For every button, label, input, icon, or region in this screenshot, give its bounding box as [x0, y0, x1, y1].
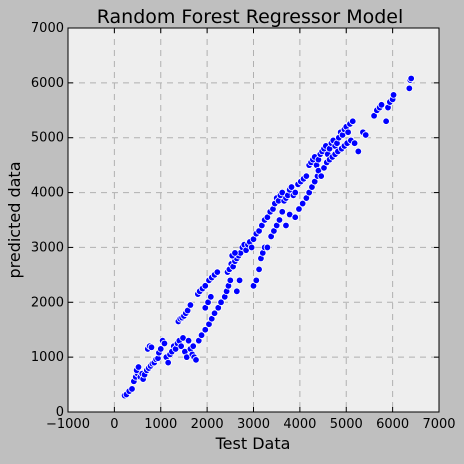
data-point — [298, 199, 307, 208]
y-tick-label: 3000 — [31, 240, 64, 255]
y-tick-label: 7000 — [31, 21, 64, 36]
x-tick-label: 6000 — [376, 417, 409, 432]
data-point — [354, 147, 363, 156]
data-point — [362, 131, 370, 139]
data-point — [344, 128, 352, 136]
chart-title: Random Forest Regressor Model — [97, 6, 404, 28]
data-point — [210, 309, 219, 317]
data-point — [231, 249, 239, 257]
data-point — [197, 331, 206, 339]
data-point — [134, 363, 143, 371]
data-points — [120, 74, 415, 400]
data-point — [275, 216, 284, 224]
y-tick-label: 5000 — [31, 131, 64, 146]
x-tick-label: 2000 — [191, 417, 224, 432]
data-point — [278, 208, 286, 216]
x-tick-label: 0 — [110, 417, 118, 432]
data-point — [389, 91, 398, 99]
data-point — [186, 301, 195, 309]
x-tick-label: −1000 — [46, 417, 90, 432]
x-tick-label: 7000 — [422, 417, 455, 432]
x-tick-label: 3000 — [237, 417, 270, 432]
data-point — [157, 345, 165, 353]
data-point — [295, 205, 303, 213]
y-tick-label: 0 — [56, 405, 64, 420]
data-point — [287, 183, 296, 191]
x-tick-label: 4000 — [283, 417, 316, 432]
data-point — [291, 188, 299, 197]
data-point — [255, 265, 263, 274]
data-point — [382, 117, 390, 125]
y-tick-label: 6000 — [31, 76, 64, 91]
data-point — [247, 243, 256, 252]
data-point — [160, 339, 169, 348]
data-point — [317, 172, 325, 180]
data-point — [213, 268, 222, 276]
data-point — [233, 287, 241, 296]
data-point — [291, 213, 299, 221]
data-point — [252, 276, 260, 285]
data-point — [302, 172, 311, 180]
data-point — [147, 343, 156, 351]
y-tick-label: 1000 — [31, 350, 64, 365]
data-point — [184, 336, 193, 345]
y-tick-label: 2000 — [31, 295, 64, 310]
grid — [68, 28, 439, 412]
x-axis-label: Test Data — [215, 434, 291, 453]
y-tick-label: 4000 — [31, 186, 64, 201]
axis-ticks: −1000 0 1000 2000 3000 4000 5000 6000 7000010002… — [31, 21, 456, 432]
data-point — [201, 326, 209, 334]
data-point — [201, 282, 209, 290]
data-point — [226, 276, 235, 285]
x-tick-label: 5000 — [330, 417, 363, 432]
data-point — [405, 84, 414, 93]
x-tick-label: 1000 — [144, 417, 177, 432]
data-point — [177, 342, 185, 350]
data-point — [263, 243, 272, 252]
data-point — [282, 221, 290, 230]
data-point — [377, 101, 386, 109]
data-point — [217, 298, 225, 306]
data-point — [189, 342, 197, 350]
data-point — [235, 276, 244, 285]
data-point — [192, 356, 200, 364]
data-point — [207, 293, 215, 301]
data-point — [349, 117, 357, 125]
data-point — [164, 358, 172, 367]
y-axis-label: predicted data — [5, 161, 24, 278]
data-point — [128, 385, 136, 393]
data-point — [350, 139, 359, 147]
data-point — [407, 74, 415, 83]
